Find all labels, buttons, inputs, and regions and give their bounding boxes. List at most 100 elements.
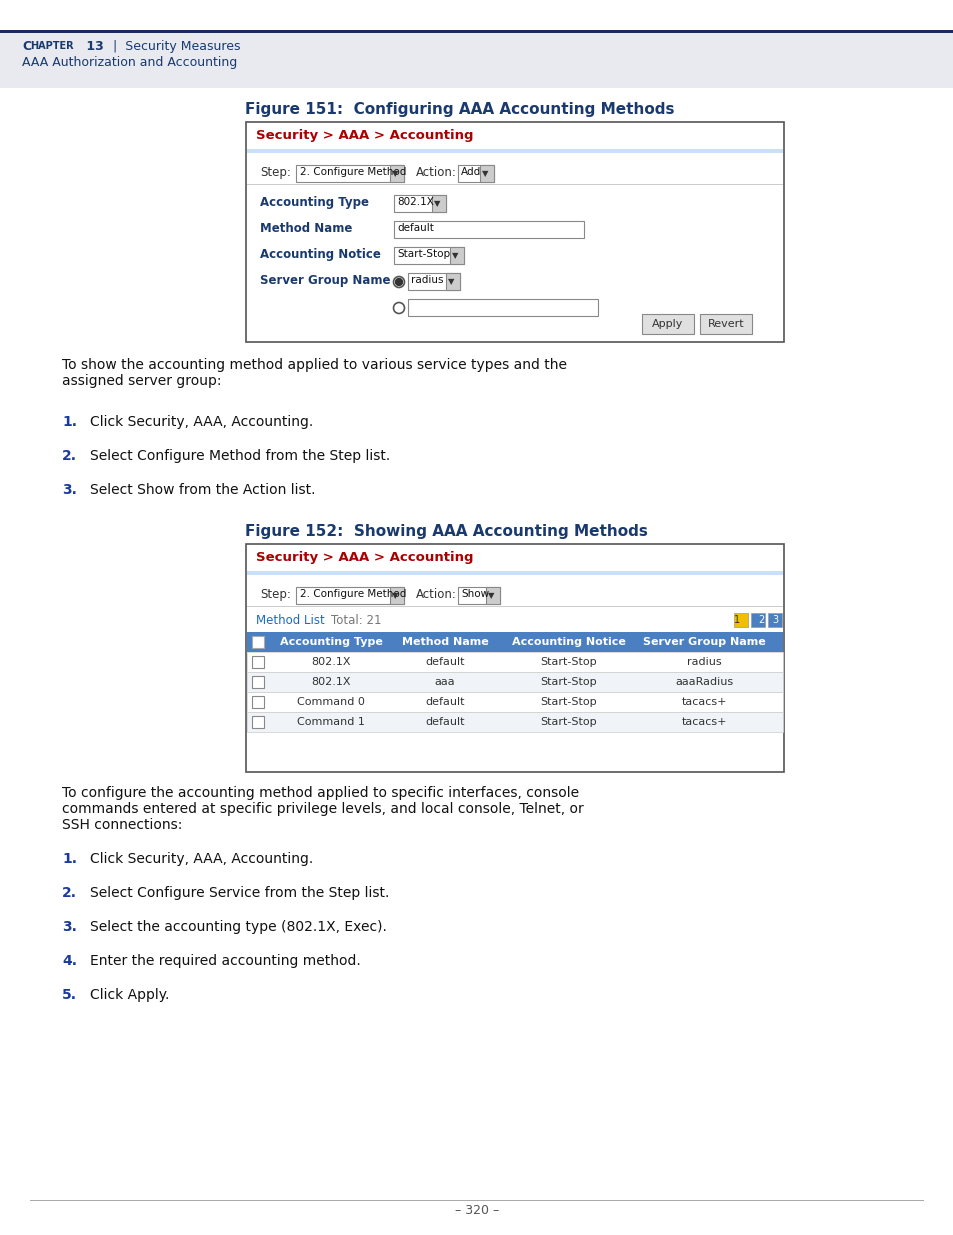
Text: 13: 13 [82, 40, 104, 53]
Text: Security > AAA > Accounting: Security > AAA > Accounting [255, 128, 473, 142]
Circle shape [395, 279, 402, 285]
Text: ▼: ▼ [448, 277, 454, 287]
Bar [432, 195, 446, 212]
Bar [446, 273, 459, 290]
Text: default: default [425, 718, 464, 727]
Bar [247, 632, 782, 652]
Text: Security > AAA > Accounting: Security > AAA > Accounting [255, 551, 473, 564]
Text: Start-Stop: Start-Stop [540, 657, 597, 667]
Text: To show the accounting method applied to various service types and the
assigned : To show the accounting method applied to… [62, 358, 566, 388]
Bar [700, 314, 751, 333]
Text: Server Group Name: Server Group Name [260, 274, 390, 287]
Text: ▼: ▼ [481, 169, 488, 178]
Bar [252, 636, 264, 648]
Text: To configure the accounting method applied to specific interfaces, console
comma: To configure the accounting method appli… [62, 785, 583, 832]
Text: Select Configure Service from the Step list.: Select Configure Service from the Step l… [90, 885, 389, 900]
Text: Figure 151:  Configuring AAA Accounting Methods: Figure 151: Configuring AAA Accounting M… [245, 103, 674, 117]
Text: radius: radius [411, 275, 443, 285]
Bar [641, 314, 693, 333]
Bar [394, 221, 583, 238]
Text: 802.1X: 802.1X [396, 198, 434, 207]
Bar [0, 0, 953, 30]
Text: Enter the required accounting method.: Enter the required accounting method. [90, 953, 360, 968]
Text: ▼: ▼ [392, 592, 398, 600]
Text: Start-Stop: Start-Stop [540, 718, 597, 727]
Bar [247, 652, 782, 672]
Text: Select the accounting type (802.1X, Exec).: Select the accounting type (802.1X, Exec… [90, 920, 387, 934]
Text: Method Name: Method Name [401, 637, 488, 647]
Text: Step:: Step: [260, 588, 291, 601]
Text: Click Security, AAA, Accounting.: Click Security, AAA, Accounting. [90, 415, 313, 429]
Bar [252, 716, 264, 727]
Text: 802.1X: 802.1X [311, 677, 351, 687]
Text: 2.: 2. [62, 885, 77, 900]
Bar [247, 149, 782, 153]
Text: HAPTER: HAPTER [30, 41, 73, 51]
Text: Start-Stop: Start-Stop [396, 249, 450, 259]
Text: ▼: ▼ [434, 199, 440, 207]
Bar [479, 165, 494, 182]
Bar [247, 124, 782, 149]
Text: ▼: ▼ [452, 251, 458, 261]
Circle shape [395, 304, 403, 312]
Text: 3: 3 [771, 615, 778, 625]
Text: Revert: Revert [707, 319, 743, 329]
Text: – 320 –: – 320 – [455, 1203, 498, 1216]
Text: Accounting Type: Accounting Type [279, 637, 382, 647]
Bar [394, 247, 463, 264]
Bar [247, 545, 782, 571]
Text: aaaRadius: aaaRadius [674, 677, 732, 687]
Text: Method Name: Method Name [260, 222, 352, 235]
Text: Select Show from the Action list.: Select Show from the Action list. [90, 483, 315, 496]
Text: 4.: 4. [62, 953, 77, 968]
Text: 1.: 1. [62, 852, 77, 866]
Bar [0, 30, 953, 33]
Bar [295, 165, 403, 182]
Text: C: C [22, 40, 31, 53]
Bar [457, 587, 499, 604]
Bar [485, 587, 499, 604]
Text: tacacs+: tacacs+ [680, 718, 726, 727]
Text: ▼: ▼ [392, 169, 398, 178]
Bar [733, 613, 747, 627]
Bar [408, 273, 459, 290]
Text: Accounting Notice: Accounting Notice [260, 248, 380, 261]
Text: Start-Stop: Start-Stop [540, 677, 597, 687]
Text: 2. Configure Method: 2. Configure Method [299, 167, 406, 177]
Text: 3.: 3. [62, 483, 77, 496]
Bar [457, 165, 494, 182]
Text: 1.: 1. [62, 415, 77, 429]
Text: Step:: Step: [260, 165, 291, 179]
Bar [767, 613, 781, 627]
Bar [247, 672, 782, 692]
Bar [252, 697, 264, 708]
Bar [390, 165, 403, 182]
Bar [246, 543, 783, 772]
Text: Method List: Method List [255, 614, 324, 627]
Text: 5.: 5. [62, 988, 77, 1002]
Text: default: default [425, 697, 464, 706]
Text: default: default [396, 224, 434, 233]
Text: Show: Show [460, 589, 489, 599]
Text: 3.: 3. [62, 920, 77, 934]
Bar [394, 195, 446, 212]
Text: 2: 2 [757, 615, 763, 625]
Text: Server Group Name: Server Group Name [642, 637, 764, 647]
Text: Add: Add [460, 167, 480, 177]
Text: Start-Stop: Start-Stop [540, 697, 597, 706]
Bar [247, 713, 782, 732]
Text: Apply: Apply [652, 319, 683, 329]
Bar [408, 299, 598, 316]
Text: ▼: ▼ [488, 592, 494, 600]
Bar [295, 587, 403, 604]
Text: Action:: Action: [416, 165, 456, 179]
Text: Select Configure Method from the Step list.: Select Configure Method from the Step li… [90, 450, 390, 463]
Bar [246, 122, 783, 342]
Text: radius: radius [686, 657, 720, 667]
Text: tacacs+: tacacs+ [680, 697, 726, 706]
Text: 802.1X: 802.1X [311, 657, 351, 667]
Text: default: default [425, 657, 464, 667]
Text: AAA Authorization and Accounting: AAA Authorization and Accounting [22, 56, 237, 69]
Bar [0, 33, 953, 88]
Text: Click Apply.: Click Apply. [90, 988, 170, 1002]
